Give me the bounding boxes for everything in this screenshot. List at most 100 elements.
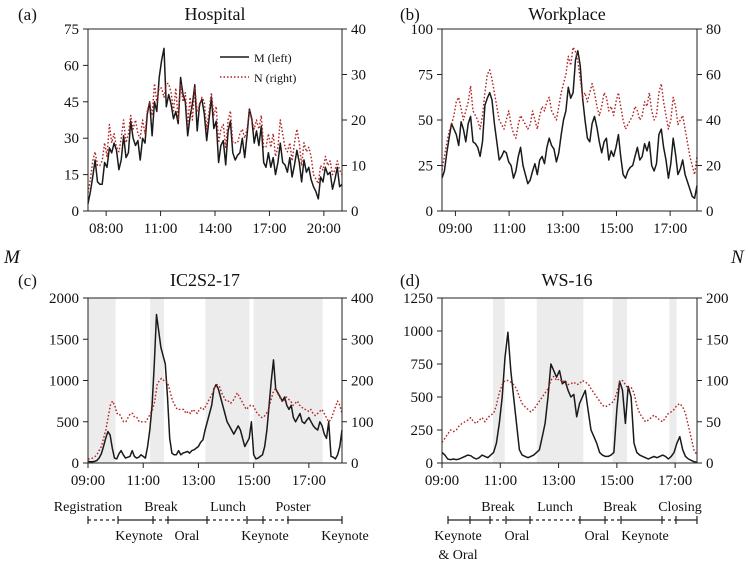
y-left-tick-label: 75 — [64, 22, 79, 38]
y-left-tick-label: 0 — [72, 204, 80, 220]
series-n-line — [441, 375, 698, 456]
session-label: Keynote — [321, 529, 368, 544]
x-tick-label: 11:00 — [144, 221, 178, 237]
legend-m-label: M (left) — [254, 51, 292, 65]
session-label: Registration — [54, 500, 122, 515]
y-left-tick-label: 250 — [411, 423, 434, 439]
session-label: Closing — [658, 500, 702, 515]
y-right-tick-label: 50 — [706, 415, 721, 431]
panel-label-b: (b) — [400, 5, 420, 24]
x-tick-label: 09:00 — [438, 221, 472, 237]
y-right-tick-label: 150 — [706, 332, 729, 348]
x-tick-label: 13:00 — [541, 473, 575, 489]
y-right-tick-label: 0 — [706, 204, 714, 220]
y-right-tick-label: 0 — [351, 204, 359, 220]
session-label: Keynote — [434, 529, 481, 544]
timeline-c — [87, 516, 343, 524]
x-tick-label: 20:00 — [307, 221, 341, 237]
panel-b: (b) Workplace — [400, 4, 606, 24]
y-left-tick-label: 0 — [426, 456, 434, 472]
session-label: Lunch — [537, 500, 573, 515]
y-right-tick-label: 30 — [351, 68, 366, 84]
y-left-tick-label: 100 — [411, 22, 434, 38]
session-label: Break — [481, 500, 514, 515]
side-label-n: N — [730, 247, 745, 268]
y-left-tick-label: 0 — [426, 204, 434, 220]
y-right-tick-label: 40 — [706, 113, 721, 129]
y-right-tick-label: 0 — [351, 456, 359, 472]
x-tick-label: 13:00 — [181, 473, 215, 489]
x-tick-label: 09:00 — [425, 473, 459, 489]
y-right-tick-label: 200 — [706, 291, 729, 307]
series-m-line — [441, 50, 698, 200]
y-right-tick-label: 10 — [351, 159, 366, 175]
x-tick-label: 17:00 — [653, 221, 687, 237]
y-right-tick-label: 80 — [706, 22, 721, 38]
y-right-tick-label: 20 — [351, 113, 366, 129]
chart-a: 0 15 30 45 60 75 0 10 20 30 40 08:00 11:00 14:00 17:00… — [64, 22, 366, 237]
y-left-tick-label: 0 — [72, 456, 80, 472]
panel-label-a: (a) — [18, 5, 37, 24]
sessions-d: Break Lunch Break Closing Keynote & Oral… — [434, 500, 702, 563]
y-left-tick-label: 30 — [64, 131, 79, 147]
y-left-tick-label: 60 — [64, 58, 79, 74]
y-left-tick-label: 1000 — [49, 374, 79, 390]
x-tick-label: 15:00 — [237, 473, 271, 489]
y-right-tick-label: 100 — [351, 415, 374, 431]
series-m-line — [441, 331, 698, 464]
x-tick-label: 11:00 — [483, 473, 517, 489]
panel-title-c: IC2S2-17 — [170, 270, 240, 290]
y-left-tick-label: 45 — [64, 95, 79, 111]
y-right-tick-label: 200 — [351, 374, 374, 390]
x-tick-label: 13:00 — [546, 221, 580, 237]
session-label: Keynote — [621, 529, 668, 544]
chart-b: 0 25 50 75 100 0 20 40 60 80 09:00 11:00 13:00 15:00 1… — [411, 22, 722, 237]
side-label-m: M — [3, 247, 21, 268]
session-label: Oral — [505, 529, 530, 544]
panel-title-d: WS-16 — [542, 270, 593, 290]
y-left-tick-label: 750 — [411, 357, 434, 373]
shaded-span — [88, 298, 116, 463]
panel-a: (a) Hospital — [18, 4, 246, 24]
y-right-tick-label: 40 — [351, 22, 366, 38]
session-label: & Oral — [438, 548, 477, 563]
y-right-tick-label: 0 — [706, 456, 714, 472]
panel-d: (d) WS-16 — [400, 270, 593, 290]
series-n-line — [88, 377, 343, 460]
y-left-tick-label: 25 — [418, 159, 433, 175]
chart-d: 0 250 500 750 1000 1250 0 50 100 150 200 09:00 11:00… — [403, 291, 729, 489]
y-left-tick-label: 75 — [418, 68, 433, 84]
panel-label-d: (d) — [400, 271, 420, 290]
x-tick-label: 17:00 — [292, 473, 326, 489]
y-left-tick-label: 500 — [411, 390, 434, 406]
panel-title-b: Workplace — [528, 4, 606, 24]
legend-n-label: N (right) — [254, 71, 296, 85]
series-n-line — [441, 46, 698, 176]
y-left-tick-label: 1500 — [49, 332, 79, 348]
x-tick-label: 11:00 — [492, 221, 526, 237]
x-tick-label: 15:00 — [600, 473, 634, 489]
y-left-tick-label: 1000 — [403, 324, 433, 340]
panel-label-c: (c) — [18, 271, 37, 290]
shaded-span — [253, 298, 323, 463]
session-label: Break — [144, 500, 177, 515]
y-left-tick-label: 500 — [57, 415, 80, 431]
x-tick-label: 15:00 — [599, 221, 633, 237]
y-left-tick-label: 1250 — [403, 291, 433, 307]
chart-c: 0 500 1000 1500 2000 0 100 200 300 400 09:00 11:00 1… — [49, 291, 374, 489]
session-label: Oral — [585, 529, 610, 544]
y-right-tick-label: 400 — [351, 291, 374, 307]
x-tick-label: 09:00 — [71, 473, 105, 489]
series-m-line — [87, 47, 343, 204]
y-right-tick-label: 300 — [351, 332, 374, 348]
session-label: Keynote — [115, 529, 162, 544]
plot-frame — [87, 28, 343, 212]
plot-frame — [441, 28, 698, 212]
panel-c: (c) IC2S2-17 — [18, 270, 240, 290]
session-label: Break — [603, 500, 636, 515]
y-left-tick-label: 2000 — [49, 291, 79, 307]
sessions-c: Registration Break Lunch Poster Keynote … — [54, 500, 369, 544]
x-tick-label: 14:00 — [198, 221, 232, 237]
timeline-d — [447, 516, 698, 524]
shaded-span — [493, 298, 505, 463]
